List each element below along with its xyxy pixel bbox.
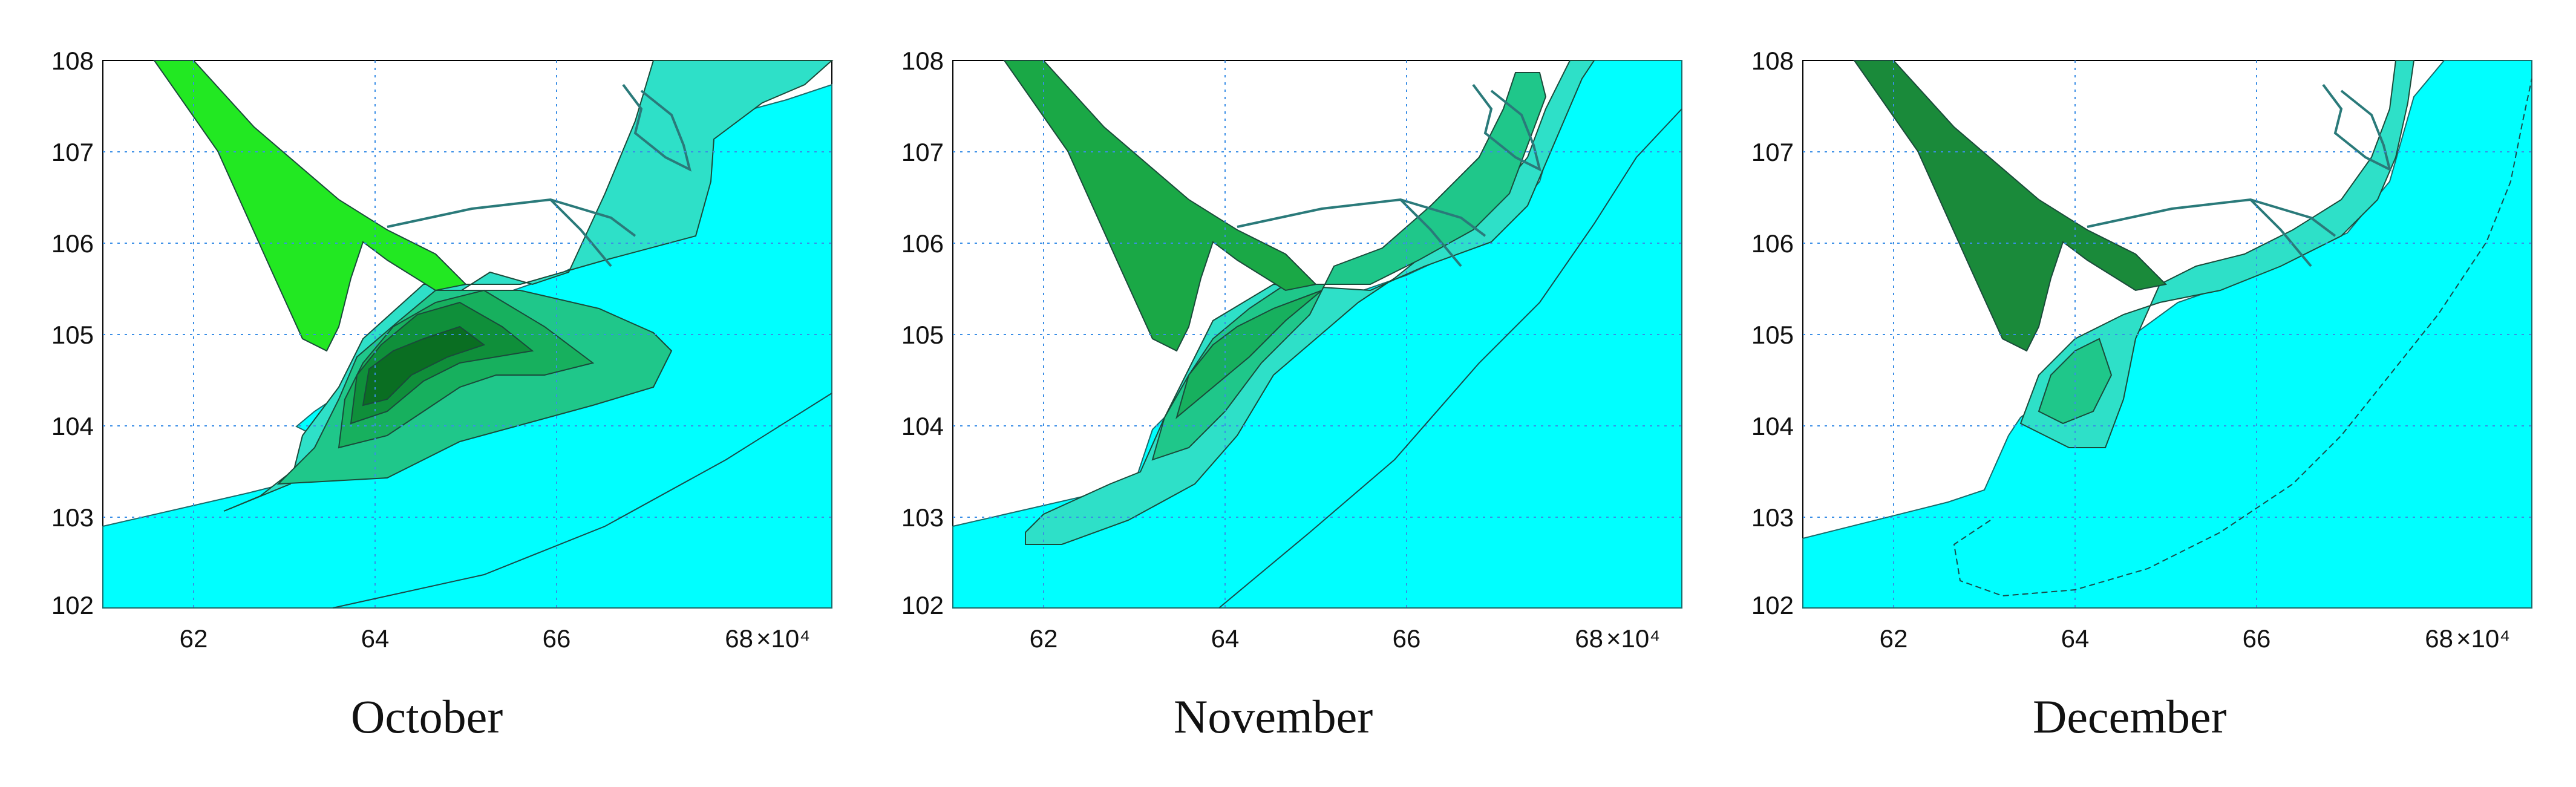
panel-caption: December — [2033, 690, 2227, 743]
x-tick-label: 66 — [1393, 624, 1421, 653]
x-tick-label: 64 — [361, 624, 390, 653]
grid-lines — [1803, 60, 2532, 608]
coastline — [1237, 83, 1541, 267]
y-tick-label: 105 — [901, 321, 944, 349]
y-tick-label: 103 — [1751, 503, 1794, 532]
grid-lines — [953, 60, 1682, 608]
coastline — [387, 83, 691, 267]
x-axis-unit: ×10⁴ — [756, 624, 810, 653]
river-channel — [1853, 60, 2168, 352]
y-tick-label: 108 — [1751, 47, 1794, 75]
x-tick-label: 66 — [543, 624, 571, 653]
x-tick-label: 64 — [2061, 624, 2090, 653]
x-tick-label: 68 — [2425, 624, 2453, 653]
x-tick-label: 66 — [2243, 624, 2271, 653]
contour-layer-3 — [1175, 290, 1322, 419]
x-tick-label: 62 — [1880, 624, 1908, 653]
y-tick-label: 108 — [51, 47, 94, 75]
contour-map-december: 108 107 106 105 104 103 102 62 64 66 68 … — [1751, 47, 2532, 653]
y-tick-label: 102 — [901, 591, 944, 619]
y-tick-label: 102 — [1751, 591, 1794, 619]
x-tick-label: 68 — [725, 624, 753, 653]
far-contour-line — [1953, 78, 2532, 597]
panel-caption: October — [351, 690, 503, 743]
grid-lines — [103, 60, 832, 608]
y-tick-label: 102 — [51, 591, 94, 619]
y-tick-label: 103 — [51, 503, 94, 532]
contour-layer-4 — [350, 301, 534, 425]
x-tick-label: 62 — [180, 624, 208, 653]
panel-december: 108 107 106 105 104 103 102 62 64 66 68 … — [1700, 0, 2559, 787]
contour-layer-5 — [362, 325, 486, 407]
y-tick-label: 106 — [901, 229, 944, 258]
y-tick-label: 106 — [1751, 229, 1794, 258]
y-tick-label: 106 — [51, 229, 94, 258]
contour-layer-2 — [1151, 72, 1547, 461]
y-tick-label: 104 — [1751, 412, 1794, 440]
x-tick-label: 68 — [1575, 624, 1603, 653]
coastline — [2087, 83, 2391, 267]
y-tick-label: 104 — [901, 412, 944, 440]
contour-layer-1 — [2019, 60, 2415, 448]
contour-map-october: 108 107 106 105 104 103 102 62 64 66 68 … — [51, 47, 834, 653]
far-contour-line — [1218, 108, 1682, 609]
panel-november: 108 107 106 105 104 103 102 62 64 66 68 … — [850, 0, 1709, 787]
y-tick-label: 107 — [51, 138, 94, 166]
contour-map-november: 108 107 106 105 104 103 102 62 64 66 68 … — [901, 47, 1682, 653]
x-axis-unit: ×10⁴ — [2456, 624, 2510, 653]
y-tick-label: 108 — [901, 47, 944, 75]
x-tick-label: 62 — [1030, 624, 1058, 653]
y-tick-label: 103 — [901, 503, 944, 532]
x-tick-label: 64 — [1211, 624, 1240, 653]
y-tick-label: 104 — [51, 412, 94, 440]
y-tick-label: 107 — [1751, 138, 1794, 166]
y-tick-label: 107 — [901, 138, 944, 166]
panel-caption: November — [1174, 690, 1373, 743]
y-tick-label: 105 — [51, 321, 94, 349]
river-channel — [153, 60, 468, 352]
panel-october: 108 107 106 105 104 103 102 62 64 66 68 … — [0, 0, 859, 787]
river-channel — [1003, 60, 1318, 352]
far-contour-line — [332, 393, 832, 609]
x-axis-unit: ×10⁴ — [1606, 624, 1660, 653]
y-tick-label: 105 — [1751, 321, 1794, 349]
